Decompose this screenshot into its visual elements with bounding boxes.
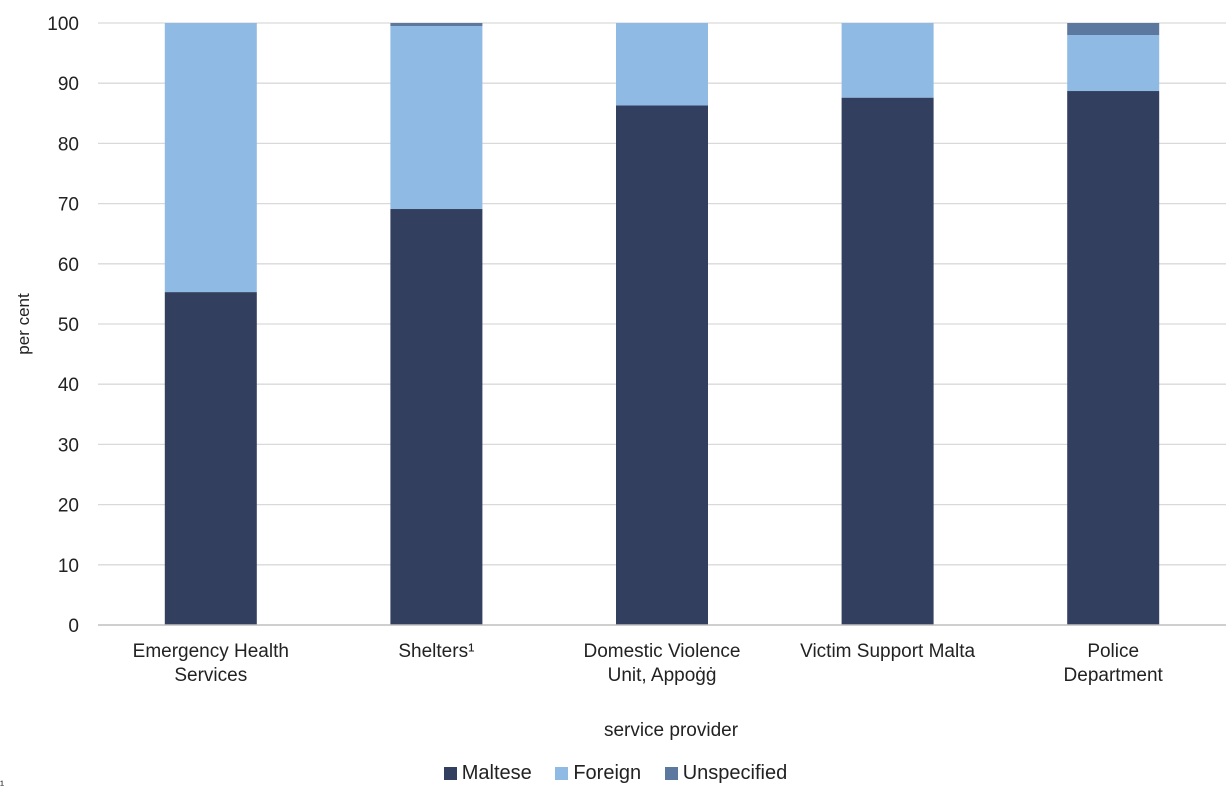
x-tick-label-line: Unit, Appoġġ — [608, 665, 717, 686]
bar-maltese-3 — [616, 105, 708, 625]
bar-unspecified-5 — [1067, 23, 1160, 36]
bar-foreign-3 — [616, 23, 708, 106]
x-tick-label-line: Services — [174, 665, 247, 686]
y-tick-label: 20 — [58, 496, 79, 517]
y-tick-label: 90 — [58, 74, 79, 95]
bar-foreign-2 — [390, 26, 483, 210]
y-tick-label: 60 — [58, 255, 79, 276]
y-tick-label: 80 — [58, 134, 79, 155]
x-axis-label: service provider — [604, 720, 739, 741]
x-tick-label: Police Department — [1064, 641, 1164, 686]
y-tick-label: 70 — [58, 195, 79, 216]
bar-maltese-1 — [164, 292, 257, 625]
x-tick-label-line: Shelters¹ — [398, 641, 474, 662]
x-tick-label-line: Department — [1064, 665, 1164, 686]
y-tick-label: 50 — [58, 315, 79, 336]
legend-label-unspecified: Unspecified — [682, 762, 788, 784]
x-tick-label-line: Domestic Violence — [583, 641, 740, 662]
y-tick-label: 100 — [47, 14, 79, 35]
bar-foreign-5 — [1067, 35, 1160, 92]
legend-label-maltese: Maltese — [461, 762, 532, 784]
y-tick-label: 30 — [58, 435, 79, 456]
x-tick-label-line: Victim Support Malta — [800, 641, 975, 662]
x-tick-label: Shelters¹ — [398, 641, 474, 662]
legend-swatch-maltese — [443, 767, 457, 780]
legend-item-maltese: Maltese — [443, 762, 532, 785]
bar-maltese-2 — [390, 209, 483, 625]
bar-maltese-5 — [1067, 91, 1160, 625]
x-tick-label-line: Emergency Health — [133, 641, 289, 662]
x-tick-label: Domestic Violence Unit, Appoġġ — [583, 641, 740, 686]
y-tick-label: 10 — [58, 556, 79, 577]
bar-maltese-4 — [841, 97, 934, 625]
legend-swatch-unspecified — [664, 767, 678, 780]
y-axis-label: per cent — [14, 293, 33, 355]
footnote-mark: ¹ — [0, 778, 4, 792]
x-tick-label: Victim Support Malta — [800, 641, 975, 662]
y-tick-label: 40 — [58, 375, 79, 396]
x-tick-label: Emergency Health Services — [133, 641, 289, 686]
bar-unspecified-2 — [390, 23, 483, 27]
legend: Maltese Foreign Unspecified — [0, 762, 1231, 786]
y-tick-label: 0 — [68, 616, 79, 637]
bar-foreign-4 — [841, 23, 934, 98]
legend-swatch-foreign — [555, 767, 569, 780]
legend-item-unspecified: Unspecified — [664, 762, 788, 785]
legend-label-foreign: Foreign — [573, 762, 642, 784]
x-tick-label-line: Police — [1087, 641, 1139, 662]
axes: 0 10 20 30 40 50 60 70 80 90 100 Emergency Health Se… — [47, 14, 1226, 686]
bar-foreign-1 — [164, 23, 257, 293]
bars — [164, 23, 1160, 625]
legend-item-foreign: Foreign — [555, 762, 641, 785]
